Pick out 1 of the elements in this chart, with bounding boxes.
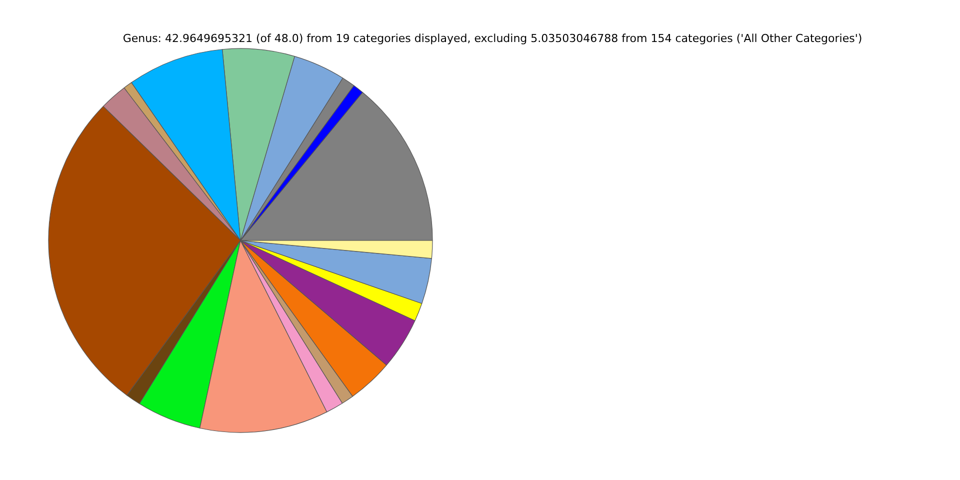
text: Genus: 42.9649695321 (of 48.0) from 19 categories displayed, excluding 5.03503046788 from 154 categories ('All Other Categories') [122, 32, 862, 45]
